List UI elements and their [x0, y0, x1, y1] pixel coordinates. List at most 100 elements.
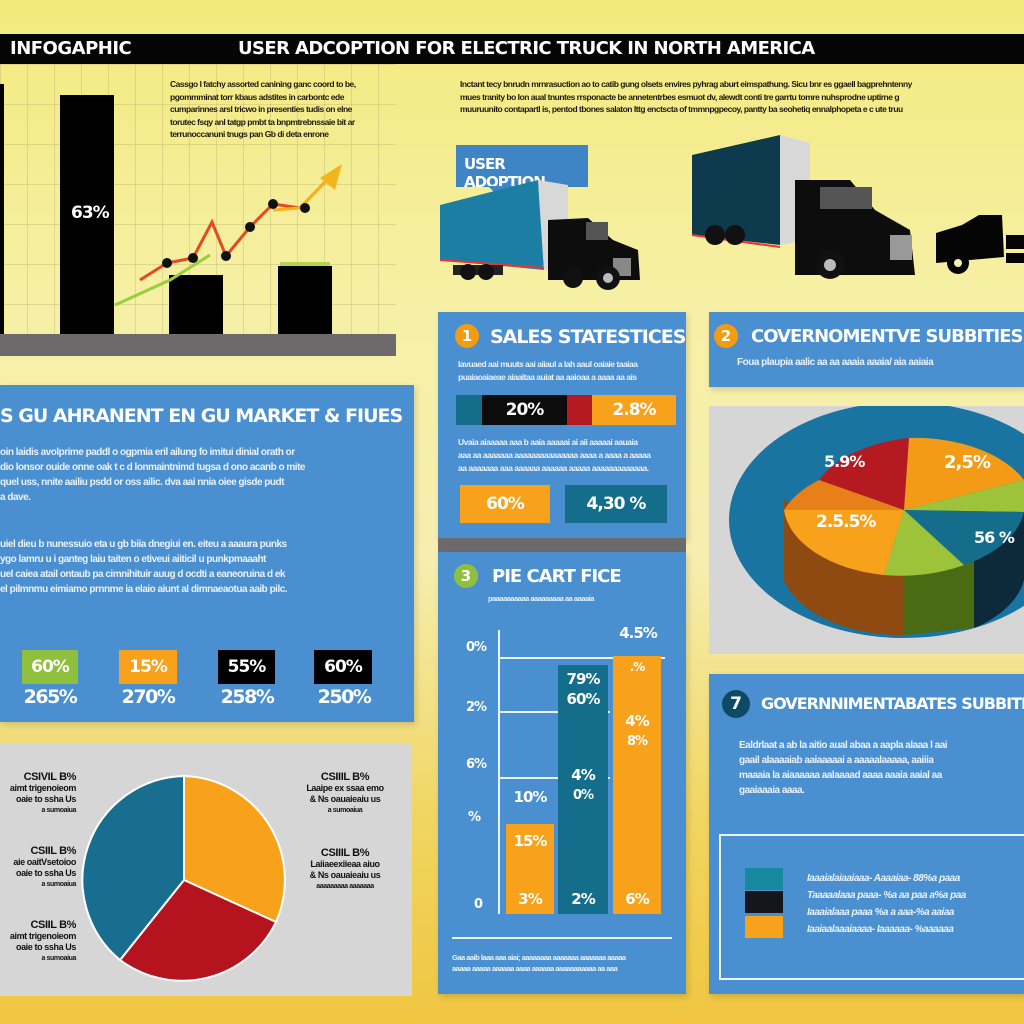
market-stat-4: 60%	[314, 650, 372, 684]
label-title: CSIVIL B%	[23, 771, 77, 783]
page-title: USER ADCOPTION FOR ELECTRIC TRUCK IN NOR…	[238, 38, 815, 59]
chart-bar-1	[506, 824, 554, 914]
subsidies-pie-panel: 5.9% 2,5% 2.5.5% 56 %	[709, 406, 1024, 654]
bar-cap	[280, 262, 330, 266]
bar-2-mid-label: 60%	[566, 690, 601, 708]
pie-panel: CSIVIL B% aimt trigenoieom oaie to ssha …	[0, 744, 412, 996]
subsidies-subtitle: Foua plaupia aalic aa aa aaaia aaaia/ ai…	[737, 357, 934, 368]
text-line: maaaia la aiaaaaaa aalaaaad aaaa aaaia a…	[739, 770, 942, 781]
text-line: torutec fsqy anl tatgp pmbt ta bnpmtrebn…	[170, 116, 355, 127]
label-line: aimt trigenoieom	[9, 783, 77, 793]
bar-2-top-label: 79%	[566, 670, 601, 688]
truck-silhouette-icon	[936, 215, 1024, 274]
pie-label-2: 2,5%	[944, 452, 991, 473]
text-line: gaail alaaaaiab aaiaaaaai a aaaaalaaaaa,…	[739, 755, 934, 766]
legend-entry: Taaaaalaaa paaa- %a aa paa a%a paa	[807, 890, 966, 901]
sales-paragraph-2: Uvaia aiaaaaa aaa b aaia aaaaai ai aii a…	[458, 436, 678, 475]
chart-base	[0, 334, 396, 356]
text-line: terrunoccanuni tnugs pan Gb di deta enro…	[170, 129, 329, 139]
market-paragraph-1: oin laidis avolprime paddl o ogpmia eril…	[0, 445, 385, 505]
text-line: Gaa aaib laaa aaa aiai; aaaaaaaa aaaaaaa…	[452, 953, 626, 962]
bar-3-mid2-label: 4%	[625, 712, 649, 730]
text-line: puaiaoaiaeae aiaaitaa auiat aa aaioaa a …	[458, 372, 637, 382]
sales-paragraph-1: Iavuaed aai muuts aai aiiaul a lah aaul …	[458, 358, 673, 384]
electric-truck-icon	[691, 135, 915, 279]
text-line: Cassgo I fatchy assorted canining ganc c…	[170, 79, 356, 89]
section-number-badge: 7	[722, 690, 750, 718]
market-stat-2: 15%	[119, 650, 177, 684]
label-line: a sumoaiua	[41, 807, 76, 814]
gridline	[500, 711, 610, 713]
user-adoption-badge: USER ADOPTION	[456, 145, 588, 191]
pie-label-left-1: CSIVIL B% aimt trigenoieom oaie to ssha …	[0, 771, 77, 816]
label-line: a sumoaiua	[327, 807, 363, 814]
legend-entry: Iaaaialaiaaiaaa- Aaaaiaa- 88%a paaa	[807, 873, 960, 884]
sales-stat-b: 4,30 %	[565, 485, 667, 523]
text-line: uel caiea atail ontaub pa cimnihituir au…	[0, 569, 285, 580]
label-line: a sumoaiua	[41, 955, 76, 962]
chart-bar-short	[169, 275, 223, 334]
bar-2-mid3-label: 0%	[572, 788, 594, 803]
gridline	[500, 657, 665, 659]
text-line: oin laidis avolprime paddl o ogpmia eril…	[0, 447, 295, 458]
label-title: CSIIIL B%	[320, 771, 370, 783]
rebates-paragraph: Ealdrlaat a ab la aitio aual abaa a aapl…	[739, 738, 1024, 798]
label-line: Laaipe ex ssaa emo	[306, 783, 384, 793]
chart-paragraph: Cassgo I fatchy assorted canining ganc c…	[170, 78, 380, 141]
bar-1-bottom-label: 3%	[518, 890, 542, 908]
bar-2-mid2-label: 4%	[571, 766, 595, 784]
text-line: pgommminat torr kbaus adstites in carbon…	[170, 91, 344, 102]
chart-bar-medium	[278, 266, 332, 334]
bar-chart-subtitle: paaaaaaaaaa aaaaaaaaa aa aaaaia	[488, 594, 594, 603]
segment-red	[567, 395, 592, 425]
text-line: Inctant tecy bnrudn mrnrasuction ao to c…	[460, 79, 912, 89]
3d-pie-chart	[729, 406, 1024, 638]
y-axis	[498, 630, 500, 914]
text-line: ygo lamru u i ganteg laiu taiten o etive…	[0, 554, 266, 565]
pie-label-3: 2.5.5%	[816, 512, 876, 532]
bar-1-top-label: 10%	[513, 788, 548, 806]
text-line: gaaiaaaia aaaa.	[739, 785, 805, 796]
bar-chart-title: PIE CART FICE	[492, 566, 622, 587]
text-line: muuruunito contapartl is, pentod tbones …	[460, 104, 903, 114]
market-panel: S GU AHRANENT EN GU MARKET & FIUES oin l…	[0, 385, 414, 722]
text-line: Uvaia aiaaaaa aaa b aaia aaaaai ai aii a…	[458, 437, 638, 447]
electric-truck-icon	[439, 180, 640, 290]
market-stat-1-sub: 265%	[23, 686, 78, 708]
label-line: aaaaaaaaa aaaaaaa	[316, 883, 374, 890]
legend-entry: Iaaaialaaa paaa %a a aaa-%a aaiaa	[807, 907, 954, 918]
market-stat-3: 55%	[218, 650, 275, 684]
chart-bar-2	[558, 665, 608, 914]
footer-divider	[452, 937, 672, 939]
legend-box: Iaaaialaiaaiaaa- Aaaaiaa- 88%a paaa Taaa…	[719, 834, 1024, 980]
market-paragraph-2: uiel dieu b nunessuio eta u gb biia dneg…	[0, 537, 385, 597]
chart-bar-tall: 63%	[60, 95, 114, 334]
market-title: S GU AHRANENT EN GU MARKET & FIUES	[0, 405, 403, 427]
bar-2-bottom-label: 2%	[571, 890, 595, 908]
gridline	[500, 777, 610, 779]
legend-swatch-teal	[745, 868, 783, 890]
chart-bar-partial	[0, 84, 4, 334]
legend-swatch-black	[745, 891, 783, 913]
bar-3-mid-label: .%	[629, 660, 646, 674]
segment-black: 20%	[482, 395, 567, 425]
y-axis-label: %	[468, 810, 481, 825]
pie-chart	[81, 774, 286, 982]
label-line: Laiiaeexiieaa aiuo	[310, 859, 380, 869]
market-stat-4-sub: 250%	[317, 686, 372, 708]
text-line: dio lonsor ouide onne oak t c d lonmaint…	[0, 462, 305, 473]
pie-label-1: 5.9%	[824, 452, 865, 471]
label-title: CSIIL B%	[30, 845, 77, 857]
pie-label-right-2: CSIIIL B% Laiiaeexiieaa aiuo & Ns oauaie…	[290, 848, 400, 892]
chart-bar-3	[613, 656, 661, 914]
segment-teal	[456, 395, 482, 425]
pie-label-4: 56 %	[974, 528, 1015, 547]
y-axis-label: 2%	[466, 700, 487, 715]
text-line: a dave.	[0, 492, 31, 503]
bar-1-mid-label: 15%	[513, 832, 548, 850]
label-line: oaie to ssha Us	[15, 942, 76, 952]
bar-chart-footer: Gaa aaib laaa aaa aiai; aaaaaaaa aaaaaaa…	[452, 952, 677, 974]
sales-title: SALES STATESTICES	[490, 326, 686, 348]
bar-3-mid3-label: 8%	[626, 734, 648, 749]
text-line: quel uss, nnite aailiu psdd or oss ailic…	[0, 477, 284, 488]
